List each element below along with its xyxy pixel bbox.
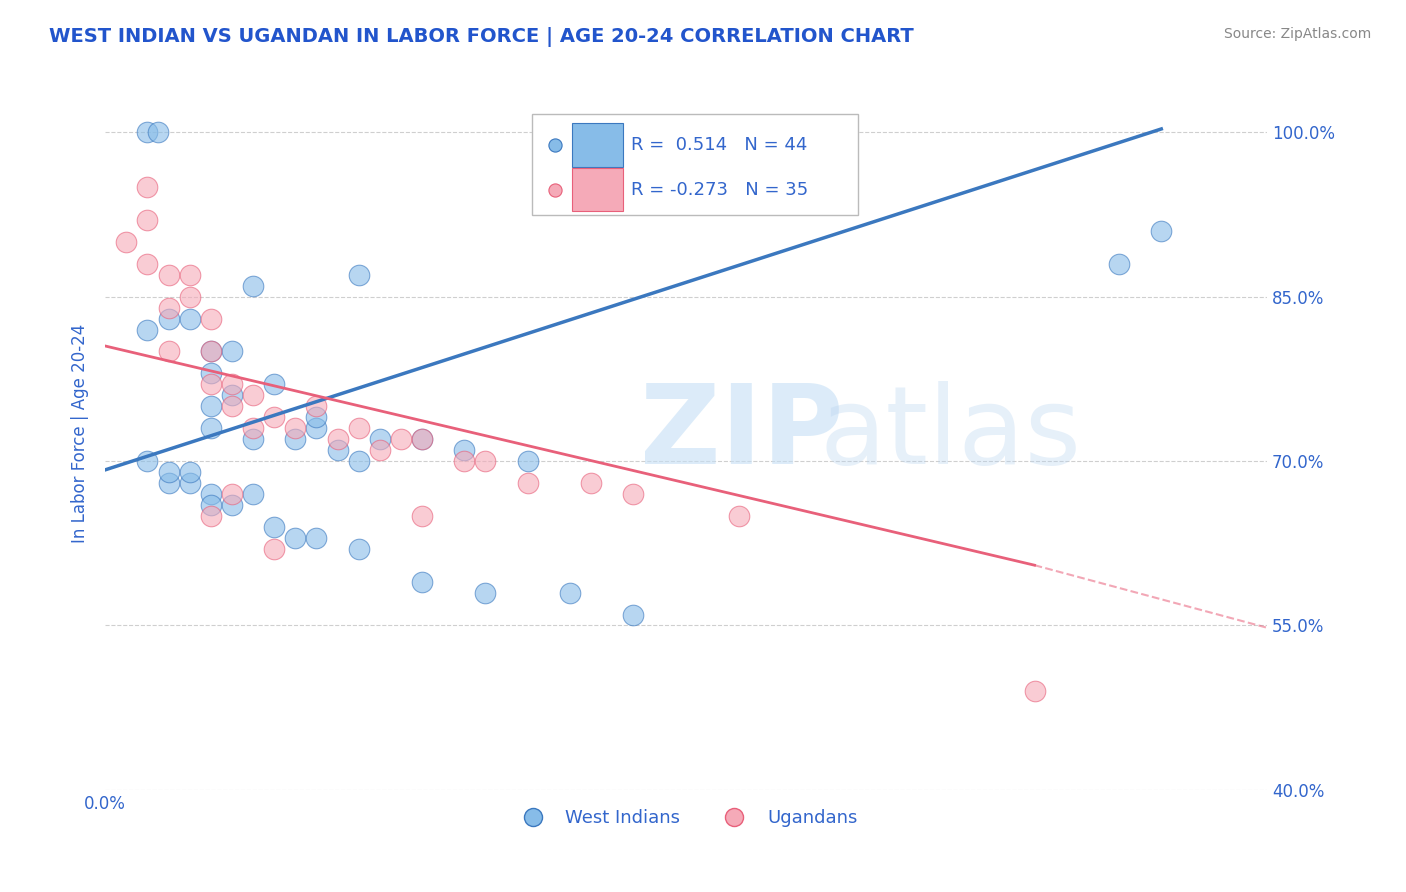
Point xyxy=(621,487,644,501)
Point xyxy=(347,541,370,556)
Point xyxy=(157,344,180,359)
Point xyxy=(200,377,222,392)
FancyBboxPatch shape xyxy=(531,114,858,215)
Point xyxy=(242,388,264,402)
Text: WEST INDIAN VS UGANDAN IN LABOR FORCE | AGE 20-24 CORRELATION CHART: WEST INDIAN VS UGANDAN IN LABOR FORCE | … xyxy=(49,27,914,46)
Point xyxy=(453,443,475,458)
Point xyxy=(221,377,243,392)
Point xyxy=(911,229,934,244)
Point xyxy=(221,487,243,501)
Point xyxy=(834,125,856,139)
Point xyxy=(221,344,243,359)
Point xyxy=(263,520,285,534)
Point xyxy=(284,531,307,545)
Point xyxy=(136,180,159,194)
FancyBboxPatch shape xyxy=(572,123,623,167)
FancyBboxPatch shape xyxy=(572,168,623,211)
Point xyxy=(911,298,934,312)
Point xyxy=(411,508,433,523)
Text: R =  0.514   N = 44: R = 0.514 N = 44 xyxy=(631,136,808,154)
Point xyxy=(305,410,328,425)
Point xyxy=(136,322,159,336)
Point xyxy=(1024,684,1046,698)
Point xyxy=(200,311,222,326)
Point xyxy=(621,607,644,622)
Point xyxy=(242,487,264,501)
Point xyxy=(200,344,222,359)
Point xyxy=(347,454,370,468)
Point xyxy=(179,268,201,282)
Point xyxy=(558,585,581,599)
Point xyxy=(179,475,201,490)
Point xyxy=(305,531,328,545)
Point xyxy=(368,443,391,458)
Point xyxy=(157,465,180,479)
Point xyxy=(157,311,180,326)
Text: atlas: atlas xyxy=(820,381,1081,487)
Point xyxy=(136,213,159,227)
Point xyxy=(263,541,285,556)
Point xyxy=(389,432,412,446)
Point xyxy=(368,432,391,446)
Point xyxy=(284,421,307,435)
Point xyxy=(200,421,222,435)
Point xyxy=(728,508,751,523)
Point xyxy=(157,301,180,315)
Point xyxy=(347,268,370,282)
Point xyxy=(221,498,243,512)
Text: Source: ZipAtlas.com: Source: ZipAtlas.com xyxy=(1223,27,1371,41)
Point xyxy=(347,421,370,435)
Point xyxy=(200,508,222,523)
Point xyxy=(411,574,433,589)
Point xyxy=(305,399,328,413)
Point xyxy=(179,311,201,326)
Point xyxy=(200,367,222,381)
Point xyxy=(579,475,602,490)
Point xyxy=(411,432,433,446)
Text: ZIP: ZIP xyxy=(640,380,844,487)
Point xyxy=(242,278,264,293)
Text: R = -0.273   N = 35: R = -0.273 N = 35 xyxy=(631,181,808,199)
Point xyxy=(136,257,159,271)
Point xyxy=(411,432,433,446)
Point xyxy=(221,388,243,402)
Point xyxy=(516,454,538,468)
Point xyxy=(284,432,307,446)
Point xyxy=(305,421,328,435)
Point xyxy=(136,454,159,468)
Point xyxy=(1150,224,1173,238)
Point xyxy=(326,432,349,446)
Point xyxy=(200,344,222,359)
Point xyxy=(242,421,264,435)
Point xyxy=(474,585,496,599)
Point xyxy=(200,498,222,512)
Point xyxy=(242,432,264,446)
Point xyxy=(179,465,201,479)
Point xyxy=(516,475,538,490)
Point xyxy=(136,125,159,139)
Point xyxy=(221,399,243,413)
Y-axis label: In Labor Force | Age 20-24: In Labor Force | Age 20-24 xyxy=(72,324,89,543)
Point xyxy=(157,268,180,282)
Point xyxy=(1108,257,1130,271)
Point xyxy=(146,125,169,139)
Point xyxy=(453,454,475,468)
Point xyxy=(326,443,349,458)
Point xyxy=(200,399,222,413)
Point xyxy=(157,475,180,490)
Point xyxy=(263,410,285,425)
Point xyxy=(474,454,496,468)
Legend: West Indians, Ugandans: West Indians, Ugandans xyxy=(508,802,865,834)
Point xyxy=(179,290,201,304)
Point xyxy=(200,487,222,501)
Point xyxy=(263,377,285,392)
Point xyxy=(115,235,138,249)
